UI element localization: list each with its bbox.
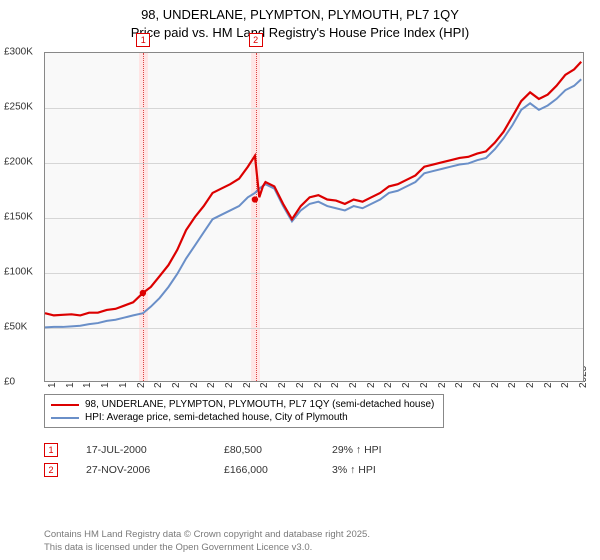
legend-row: HPI: Average price, semi-detached house,…	[51, 411, 437, 424]
footer: Contains HM Land Registry data © Crown c…	[44, 529, 370, 554]
legend-swatch	[51, 404, 79, 406]
plot-area: 12	[44, 52, 584, 382]
line-chart	[45, 53, 583, 381]
hpi-line	[45, 79, 581, 327]
sale-marker: 2	[44, 463, 58, 477]
sale-marker: 2	[249, 33, 263, 47]
sale-price: £166,000	[224, 464, 304, 476]
sale-date: 17-JUL-2000	[86, 444, 196, 456]
footer-line1: Contains HM Land Registry data © Crown c…	[44, 529, 370, 541]
sale-marker: 1	[44, 443, 58, 457]
sale-row: 1 17-JUL-2000 £80,500 29% ↑ HPI	[44, 440, 422, 460]
sale-price: £80,500	[224, 444, 304, 456]
price-line	[45, 62, 581, 316]
title-line1: 98, UNDERLANE, PLYMPTON, PLYMOUTH, PL7 1…	[10, 6, 590, 24]
legend-label: HPI: Average price, semi-detached house,…	[85, 412, 348, 423]
legend-label: 98, UNDERLANE, PLYMPTON, PLYMOUTH, PL7 1…	[85, 399, 434, 410]
sale-hpi: 3% ↑ HPI	[332, 464, 422, 476]
sale-hpi: 29% ↑ HPI	[332, 444, 422, 456]
legend-row: 98, UNDERLANE, PLYMPTON, PLYMOUTH, PL7 1…	[51, 398, 437, 411]
sale-row: 2 27-NOV-2006 £166,000 3% ↑ HPI	[44, 460, 422, 480]
chart-title: 98, UNDERLANE, PLYMPTON, PLYMOUTH, PL7 1…	[0, 0, 600, 43]
footer-line2: This data is licensed under the Open Gov…	[44, 542, 370, 554]
legend-swatch	[51, 417, 79, 419]
sale-date: 27-NOV-2006	[86, 464, 196, 476]
sale-marker: 1	[136, 33, 150, 47]
title-line2: Price paid vs. HM Land Registry's House …	[10, 24, 590, 42]
chart-container: 98, UNDERLANE, PLYMPTON, PLYMOUTH, PL7 1…	[0, 0, 600, 560]
legend: 98, UNDERLANE, PLYMPTON, PLYMOUTH, PL7 1…	[44, 394, 444, 428]
sales-table: 1 17-JUL-2000 £80,500 29% ↑ HPI 2 27-NOV…	[44, 440, 422, 480]
